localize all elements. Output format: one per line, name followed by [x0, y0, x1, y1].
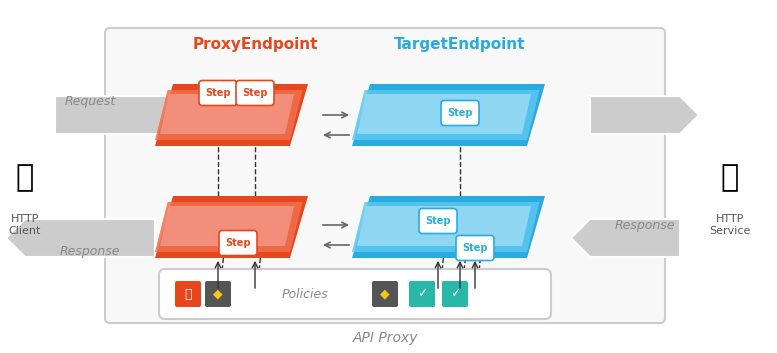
Text: Step: Step	[462, 243, 488, 253]
Polygon shape	[155, 196, 308, 258]
Text: Step: Step	[242, 88, 268, 98]
Text: Step: Step	[448, 108, 472, 118]
FancyBboxPatch shape	[236, 80, 274, 106]
FancyBboxPatch shape	[441, 101, 479, 126]
FancyBboxPatch shape	[205, 281, 231, 307]
Polygon shape	[155, 90, 302, 140]
Text: Policies: Policies	[281, 287, 329, 300]
Polygon shape	[55, 96, 204, 134]
Text: ProxyEndpoint: ProxyEndpoint	[192, 37, 318, 53]
Text: 🏭: 🏭	[721, 163, 739, 192]
FancyBboxPatch shape	[419, 209, 457, 233]
FancyBboxPatch shape	[199, 80, 237, 106]
Polygon shape	[352, 84, 545, 146]
Polygon shape	[160, 94, 294, 134]
Text: ✓: ✓	[416, 287, 427, 300]
Polygon shape	[352, 202, 539, 252]
Text: ◆: ◆	[213, 287, 223, 300]
Text: HTTP
Client: HTTP Client	[9, 214, 41, 236]
Polygon shape	[590, 96, 699, 134]
Polygon shape	[352, 196, 545, 258]
Text: Step: Step	[205, 88, 231, 98]
FancyBboxPatch shape	[159, 269, 551, 319]
Text: Response: Response	[615, 219, 675, 232]
Text: ◆: ◆	[380, 287, 390, 300]
FancyBboxPatch shape	[372, 281, 398, 307]
Text: Response: Response	[60, 245, 120, 258]
Polygon shape	[160, 206, 294, 246]
Polygon shape	[155, 202, 302, 252]
FancyBboxPatch shape	[105, 28, 665, 323]
Text: ✓: ✓	[450, 287, 460, 300]
Polygon shape	[357, 206, 531, 246]
Text: Request: Request	[64, 95, 116, 108]
Polygon shape	[6, 219, 155, 257]
FancyBboxPatch shape	[219, 231, 257, 256]
FancyBboxPatch shape	[456, 235, 494, 261]
Polygon shape	[352, 90, 539, 140]
Text: Step: Step	[225, 238, 251, 248]
Text: API Proxy: API Proxy	[352, 331, 418, 345]
FancyBboxPatch shape	[409, 281, 435, 307]
Text: 📱: 📱	[16, 163, 34, 192]
Text: TargetEndpoint: TargetEndpoint	[394, 37, 526, 53]
Text: HTTP
Service: HTTP Service	[709, 214, 751, 236]
Polygon shape	[357, 94, 531, 134]
Polygon shape	[571, 219, 680, 257]
Text: Step: Step	[425, 216, 451, 226]
Polygon shape	[155, 84, 308, 146]
FancyBboxPatch shape	[442, 281, 468, 307]
Text: 🔒: 🔒	[184, 287, 192, 300]
FancyBboxPatch shape	[175, 281, 201, 307]
